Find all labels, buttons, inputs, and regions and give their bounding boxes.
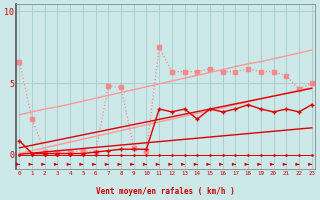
X-axis label: Vent moyen/en rafales ( km/h ): Vent moyen/en rafales ( km/h ) (96, 187, 235, 196)
